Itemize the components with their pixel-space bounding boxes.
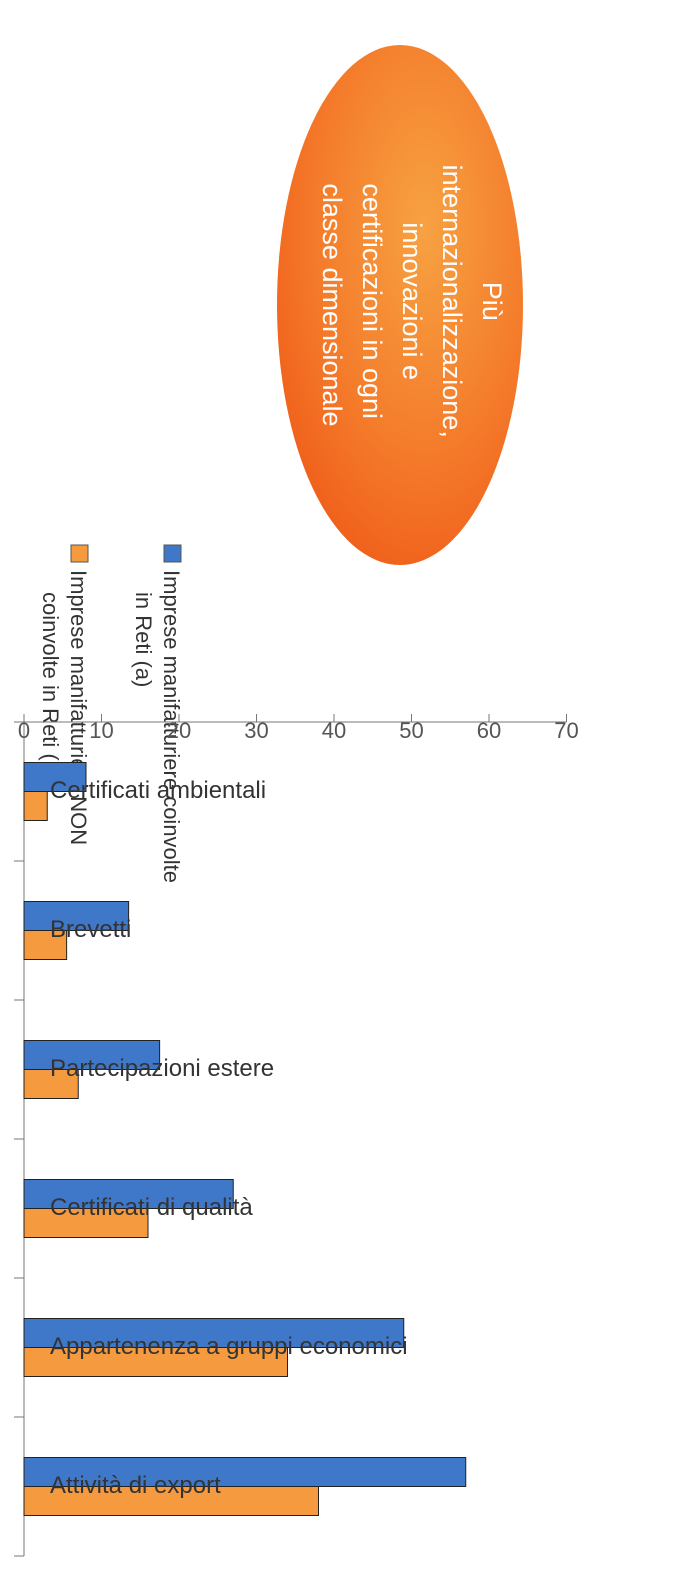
value-tick-label: 20: [167, 718, 191, 743]
callout-ellipse: [277, 45, 523, 565]
legend-line: in Reti (a): [131, 592, 156, 687]
callout-line: internazionalizzazione,: [437, 165, 467, 438]
value-tick-label: 30: [244, 718, 268, 743]
callout-line: innovazioni e: [397, 222, 427, 380]
bar-reti: [23, 762, 87, 792]
callout-line: classe dimensionale: [317, 183, 347, 426]
category-label: Certificati di qualità: [50, 1194, 253, 1221]
bar-reti: [23, 1040, 161, 1070]
category-label: Certificati ambientali: [50, 777, 266, 804]
value-tick-label: 10: [89, 718, 113, 743]
legend-line: coinvolte in Reti (b): [38, 592, 63, 780]
bar-reti: [23, 1318, 405, 1348]
bar-reti: [23, 1457, 467, 1487]
legend-line: Imprese manifatturiere coinvolte: [159, 570, 184, 883]
category-label: Attività di export: [50, 1472, 221, 1499]
callout-bubble: Più internazionalizzazione, innovazioni …: [277, 45, 523, 565]
callout-text: Più internazionalizzazione, innovazioni …: [317, 165, 507, 446]
callout-line: certificazioni in ogni: [357, 183, 387, 419]
category-label: Brevetti: [50, 916, 131, 943]
legend-swatch-non-reti: [70, 544, 89, 563]
bar-non-reti: [23, 791, 48, 821]
legend: Imprese manifatturiere NON coinvolte in …: [38, 544, 184, 889]
bar-reti: [23, 901, 130, 931]
value-tick-label: 40: [322, 718, 346, 743]
category-label: Partecipazioni estere: [50, 1055, 274, 1082]
legend-label-non-reti: Imprese manifatturiere NON coinvolte in …: [38, 570, 91, 851]
bar-reti: [23, 1179, 234, 1209]
callout-line: Più: [477, 282, 507, 321]
value-tick-label: 70: [554, 718, 578, 743]
category-label: Appartenenza a gruppi economici: [50, 1333, 408, 1360]
legend-label-reti: Imprese manifatturiere coinvolte in Reti…: [131, 570, 184, 889]
plot-area: 0 10 20 30 40 50 60 70 Certificati ambientali Bre…: [14, 714, 579, 1557]
value-tick-label: 60: [477, 718, 501, 743]
value-tick-label: 50: [399, 718, 423, 743]
legend-line: Imprese manifatturiere NON: [66, 570, 91, 845]
value-tick-label: 0: [18, 718, 30, 743]
legend-swatch-reti: [163, 544, 182, 563]
